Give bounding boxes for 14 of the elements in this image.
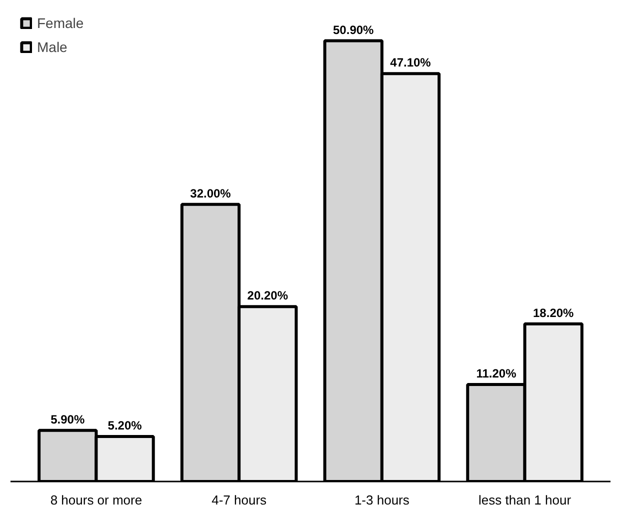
x-tick-label: 4-7 hours bbox=[212, 492, 268, 508]
x-tick-label: less than 1 hour bbox=[478, 492, 572, 508]
data-label: 11.20% bbox=[476, 366, 517, 381]
data-label: 5.90% bbox=[50, 412, 85, 426]
data-label: 5.20% bbox=[108, 418, 142, 432]
data-label: 20.20% bbox=[247, 288, 288, 303]
data-label: 50.90% bbox=[333, 22, 374, 37]
data-label: 18.20% bbox=[533, 306, 574, 320]
x-tick-label: 1-3 hours bbox=[354, 492, 410, 508]
legend-label: Female bbox=[37, 15, 84, 31]
legend-label: Male bbox=[37, 39, 68, 55]
x-tick-label: 8 hours or more bbox=[50, 492, 142, 508]
data-label: 32.00% bbox=[190, 186, 232, 200]
data-label: 47.10% bbox=[390, 56, 432, 70]
